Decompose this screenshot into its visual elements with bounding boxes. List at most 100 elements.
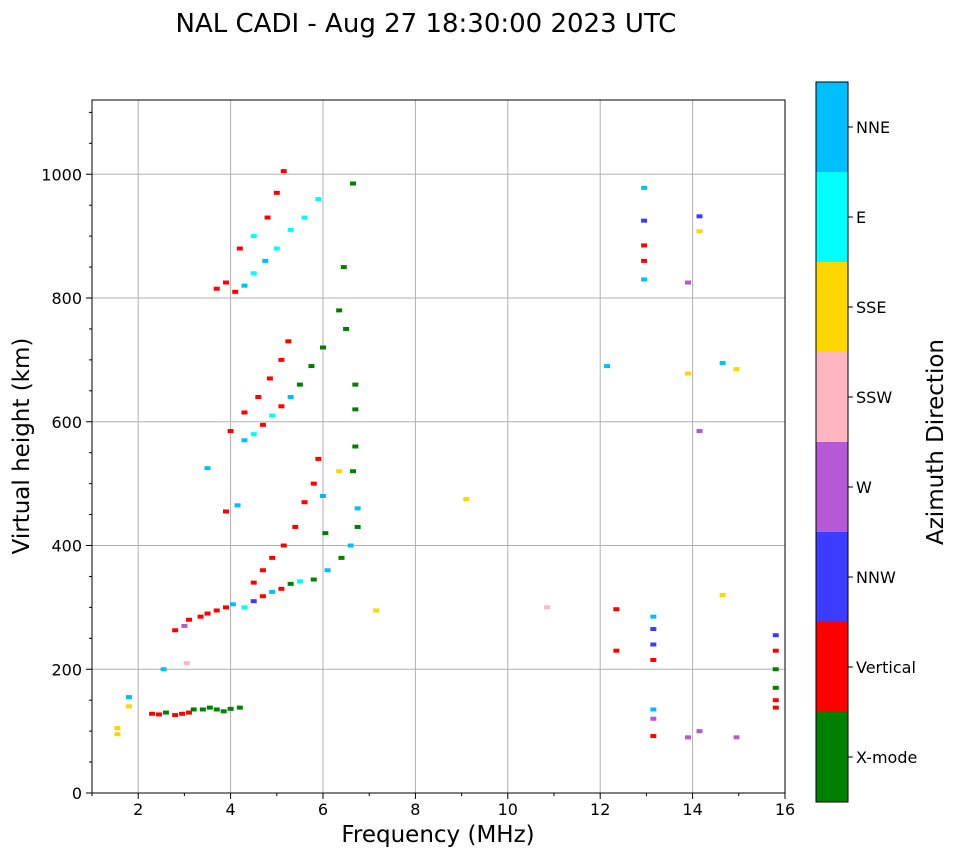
echo-point: [250, 432, 257, 437]
y-axis-ticks: 0 200 400 600 800 1000: [41, 111, 92, 803]
echo-point: [255, 395, 262, 399]
echo-point: [287, 581, 294, 586]
echo-point: [343, 326, 350, 331]
colorbar-segment: [816, 532, 848, 622]
echo-point: [772, 667, 779, 672]
echo-point: [292, 524, 299, 529]
colorbar-segment: [816, 622, 848, 712]
echo-point: [352, 382, 359, 387]
echo-point: [324, 568, 331, 573]
colorbar-label: W: [856, 478, 872, 497]
echo-point: [114, 726, 121, 731]
echo-point: [684, 280, 691, 285]
echo-point: [373, 608, 380, 613]
echo-point: [641, 277, 648, 282]
echo-point: [160, 667, 167, 672]
echo-point: [696, 729, 703, 734]
echo-point: [222, 605, 229, 610]
echo-point: [604, 364, 611, 369]
colorbar-label: X-mode: [856, 748, 917, 767]
echo-point: [650, 614, 657, 619]
x-tick-label: 10: [498, 800, 518, 819]
echo-point: [236, 246, 243, 251]
colorbar-segment: [816, 172, 848, 262]
echo-point: [287, 227, 294, 232]
colorbar-segment: [816, 262, 848, 352]
echo-point: [125, 695, 132, 700]
echo-point: [641, 258, 648, 263]
echo-point: [241, 438, 248, 443]
echo-point: [190, 707, 197, 712]
echo-point: [250, 580, 257, 585]
echo-point: [264, 215, 271, 220]
y-tick-label: 400: [51, 537, 82, 556]
echo-point: [772, 648, 779, 653]
x-axis-ticks: 2 4 6 8 10 12 14 16: [91, 793, 795, 819]
echo-point: [227, 429, 234, 434]
echo-point: [250, 234, 257, 239]
echo-point: [354, 506, 361, 511]
colorbar-label: E: [856, 208, 866, 227]
echo-point: [320, 345, 326, 350]
colorbar-segment: [816, 712, 848, 802]
data-points: [114, 169, 779, 740]
echo-point: [347, 543, 354, 548]
echo-point: [733, 367, 740, 372]
echo-point: [354, 524, 361, 529]
echo-point: [340, 265, 347, 270]
echo-point: [352, 407, 359, 412]
x-axis-label: Frequency (MHz): [341, 822, 534, 848]
echo-point: [183, 661, 190, 666]
echo-point: [650, 734, 657, 739]
echo-point: [280, 543, 287, 548]
echo-point: [684, 735, 691, 740]
echo-point: [338, 555, 345, 560]
echo-point: [650, 716, 657, 721]
echo-point: [278, 586, 285, 591]
grid: [92, 100, 785, 793]
echo-point: [301, 500, 308, 505]
echo-point: [641, 185, 648, 190]
echo-point: [222, 509, 229, 514]
echo-point: [308, 364, 315, 369]
echo-point: [269, 589, 276, 594]
echo-point: [772, 705, 779, 710]
x-tick-label: 16: [775, 800, 795, 819]
echo-point: [280, 169, 287, 174]
y-tick-label: 600: [51, 413, 82, 432]
echo-point: [320, 494, 326, 498]
echo-point: [696, 429, 703, 434]
echo-point: [641, 218, 648, 223]
echo-point: [181, 623, 188, 628]
echo-point: [315, 197, 322, 201]
echo-point: [213, 608, 220, 613]
echo-point: [772, 698, 779, 703]
echo-point: [262, 258, 269, 263]
colorbar-label: SSE: [856, 298, 886, 317]
colorbar-label: NNW: [856, 568, 896, 587]
echo-point: [463, 497, 470, 502]
colorbar-frame: [815, 81, 849, 803]
echo-point: [234, 503, 241, 508]
echo-point: [273, 246, 280, 251]
echo-point: [733, 735, 740, 740]
echo-point: [241, 605, 248, 610]
x-tick-label: 4: [226, 800, 236, 819]
echo-point: [114, 732, 121, 737]
echo-point: [287, 395, 294, 399]
y-tick-label: 1000: [41, 165, 82, 184]
x-tick-label: 12: [590, 800, 610, 819]
echo-point: [259, 568, 266, 573]
echo-point: [719, 593, 726, 597]
echo-point: [613, 607, 620, 612]
echo-point: [269, 555, 276, 560]
echo-point: [650, 627, 657, 632]
echo-point: [206, 705, 213, 710]
colorbar-segment: [816, 352, 848, 442]
echo-point: [172, 713, 179, 718]
echo-point: [301, 215, 308, 220]
echo-point: [350, 469, 357, 474]
echo-point: [285, 339, 292, 344]
echo-point: [273, 190, 280, 195]
echo-point: [315, 456, 322, 461]
